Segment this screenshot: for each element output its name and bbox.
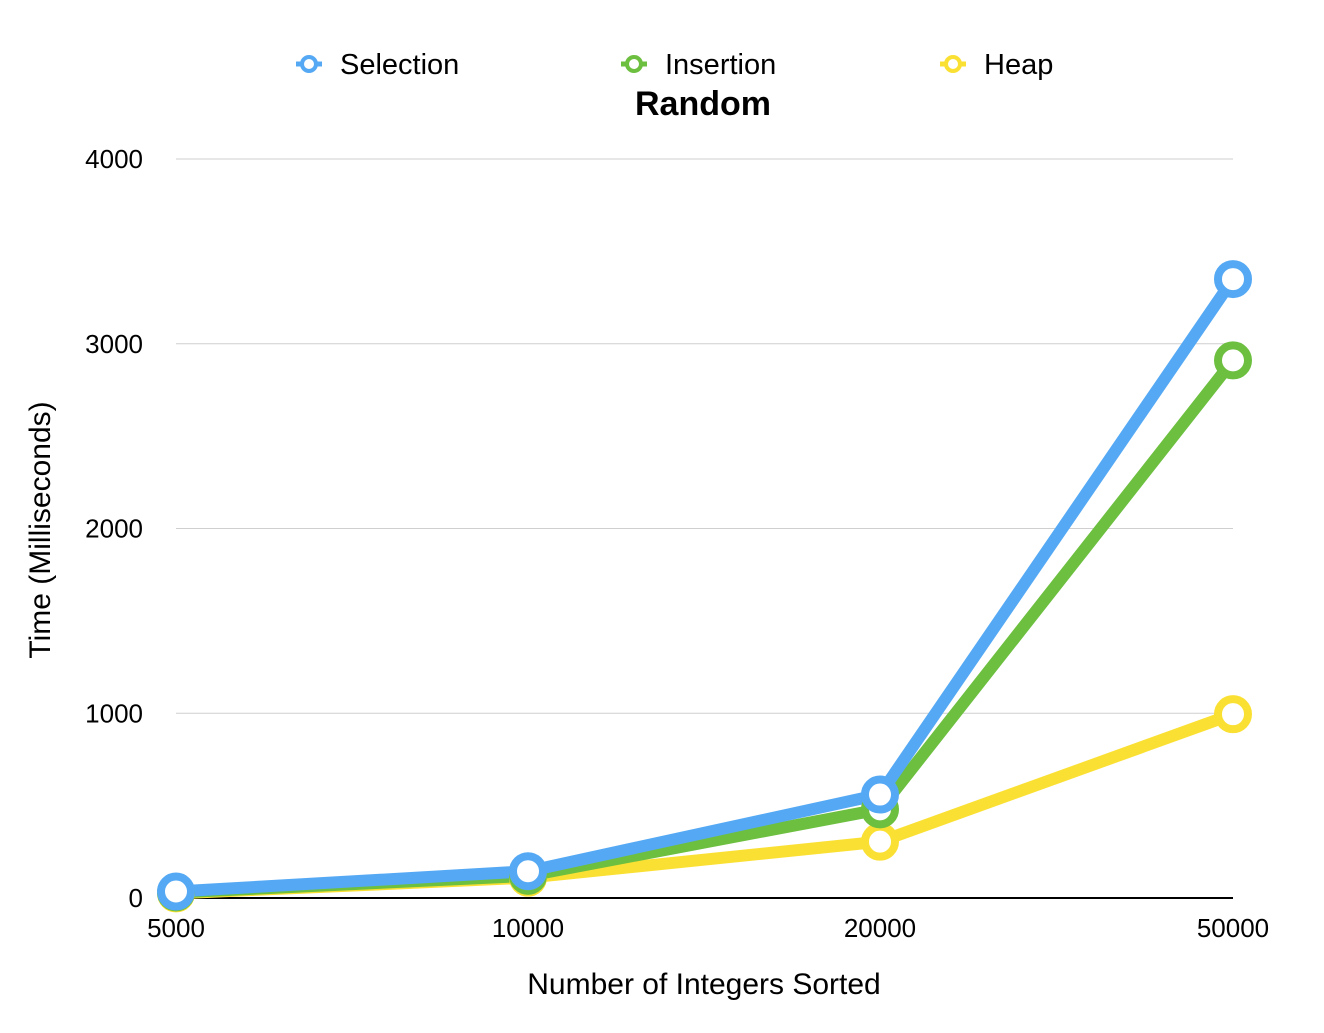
legend-swatch-marker: [944, 55, 962, 73]
series-line-selection: [170, 273, 1239, 898]
y-tick-label: 1000: [85, 698, 143, 728]
x-tick-label: 10000: [492, 913, 564, 943]
legend-label: Heap: [984, 49, 1053, 81]
legend-swatch-marker: [300, 55, 318, 73]
y-tick-label: 2000: [85, 514, 143, 544]
legend-label: Selection: [340, 49, 459, 81]
y-tick-label: 3000: [85, 329, 143, 359]
y-axis-ticks: 0 1000 2000 3000 4000: [85, 144, 143, 913]
point-selection-20000: [861, 775, 899, 814]
point-selection-5000: [157, 872, 195, 911]
y-tick-label: 4000: [85, 144, 143, 174]
point-heap-50000: [1214, 695, 1252, 734]
grid-lines: [176, 158, 1233, 899]
x-tick-label: 5000: [147, 913, 205, 943]
data-markers: [157, 260, 1252, 913]
legend-item-heap: Heap: [940, 49, 1053, 81]
y-tick-label: 0: [129, 883, 143, 913]
x-tick-label: 20000: [844, 913, 916, 943]
point-heap-20000: [861, 822, 899, 861]
series-lines: [170, 273, 1239, 900]
legend-item-selection: Selection: [296, 49, 459, 81]
point-selection-50000: [1214, 260, 1252, 299]
legend-item-insertion: Insertion: [621, 49, 776, 81]
point-insertion-50000: [1214, 341, 1252, 380]
x-tick-label: 50000: [1197, 913, 1269, 943]
legend-swatch-marker: [625, 55, 643, 73]
series-line-heap: [170, 708, 1239, 900]
y-axis-title: Time (Milliseconds): [24, 401, 57, 658]
x-axis-title: Number of Integers Sorted: [527, 968, 881, 1001]
legend-label: Insertion: [665, 49, 776, 81]
point-selection-10000: [509, 852, 547, 891]
x-axis-ticks: 5000 10000 20000 50000: [147, 913, 1269, 943]
chart-title: Random: [635, 85, 771, 123]
legend: Selection Insertion Heap: [296, 49, 1053, 81]
series-line-insertion: [170, 354, 1239, 899]
